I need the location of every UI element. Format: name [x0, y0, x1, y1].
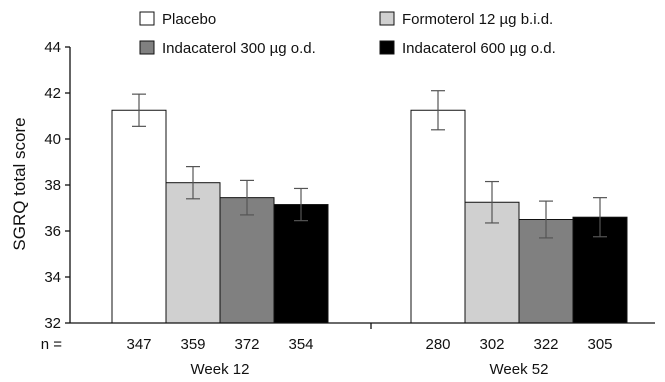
- n-label: 305: [587, 336, 612, 353]
- legend-label: Placebo: [162, 11, 216, 28]
- bar-indacaterol-600-g-o-d--week-12: [273, 204, 329, 324]
- bar-indacaterol-300-g-o-d--week-12: [219, 197, 275, 324]
- legend: Placebo Formoterol 12 µg b.i.d. Indacatero…: [139, 11, 556, 57]
- legend-swatch: [379, 40, 395, 55]
- n-label: 347: [126, 336, 151, 353]
- y-tick-label: 32: [44, 315, 61, 332]
- legend-swatch: [379, 11, 395, 26]
- bar-placebo-week-52: [410, 109, 466, 324]
- legend-label: Indacaterol 600 µg o.d.: [402, 40, 556, 57]
- n-label: 372: [234, 336, 259, 353]
- category-label-week-12: Week 12: [191, 361, 250, 378]
- bar-placebo-week-12: [111, 109, 167, 324]
- y-tick-label: 36: [44, 223, 61, 240]
- legend-label: Indacaterol 300 µg o.d.: [162, 40, 316, 57]
- y-axis: 32 34 36 38 40 42 44: [44, 39, 71, 332]
- y-tick-label: 42: [44, 85, 61, 102]
- n-label: 322: [533, 336, 558, 353]
- y-tick-label: 40: [44, 131, 61, 148]
- y-tick-label: 34: [44, 269, 61, 286]
- n-label: 359: [180, 336, 205, 353]
- y-tick-label: 38: [44, 177, 61, 194]
- bars: [111, 90, 628, 324]
- n-prefix-label: n =: [41, 336, 63, 353]
- y-axis-title: SGRQ total score: [10, 117, 29, 250]
- n-label: 280: [425, 336, 450, 353]
- legend-swatch: [139, 11, 155, 26]
- n-label: 302: [479, 336, 504, 353]
- category-label-week-52: Week 52: [490, 361, 549, 378]
- n-label: 354: [288, 336, 313, 353]
- y-tick-label: 44: [44, 39, 61, 56]
- legend-swatch: [139, 40, 155, 55]
- legend-label: Formoterol 12 µg b.i.d.: [402, 11, 553, 28]
- x-axis: 347 359 372 354 Week 12 280 302 322 305 Week 52: [70, 322, 655, 378]
- bar-formoterol-12-g-b-i-d--week-12: [165, 182, 221, 324]
